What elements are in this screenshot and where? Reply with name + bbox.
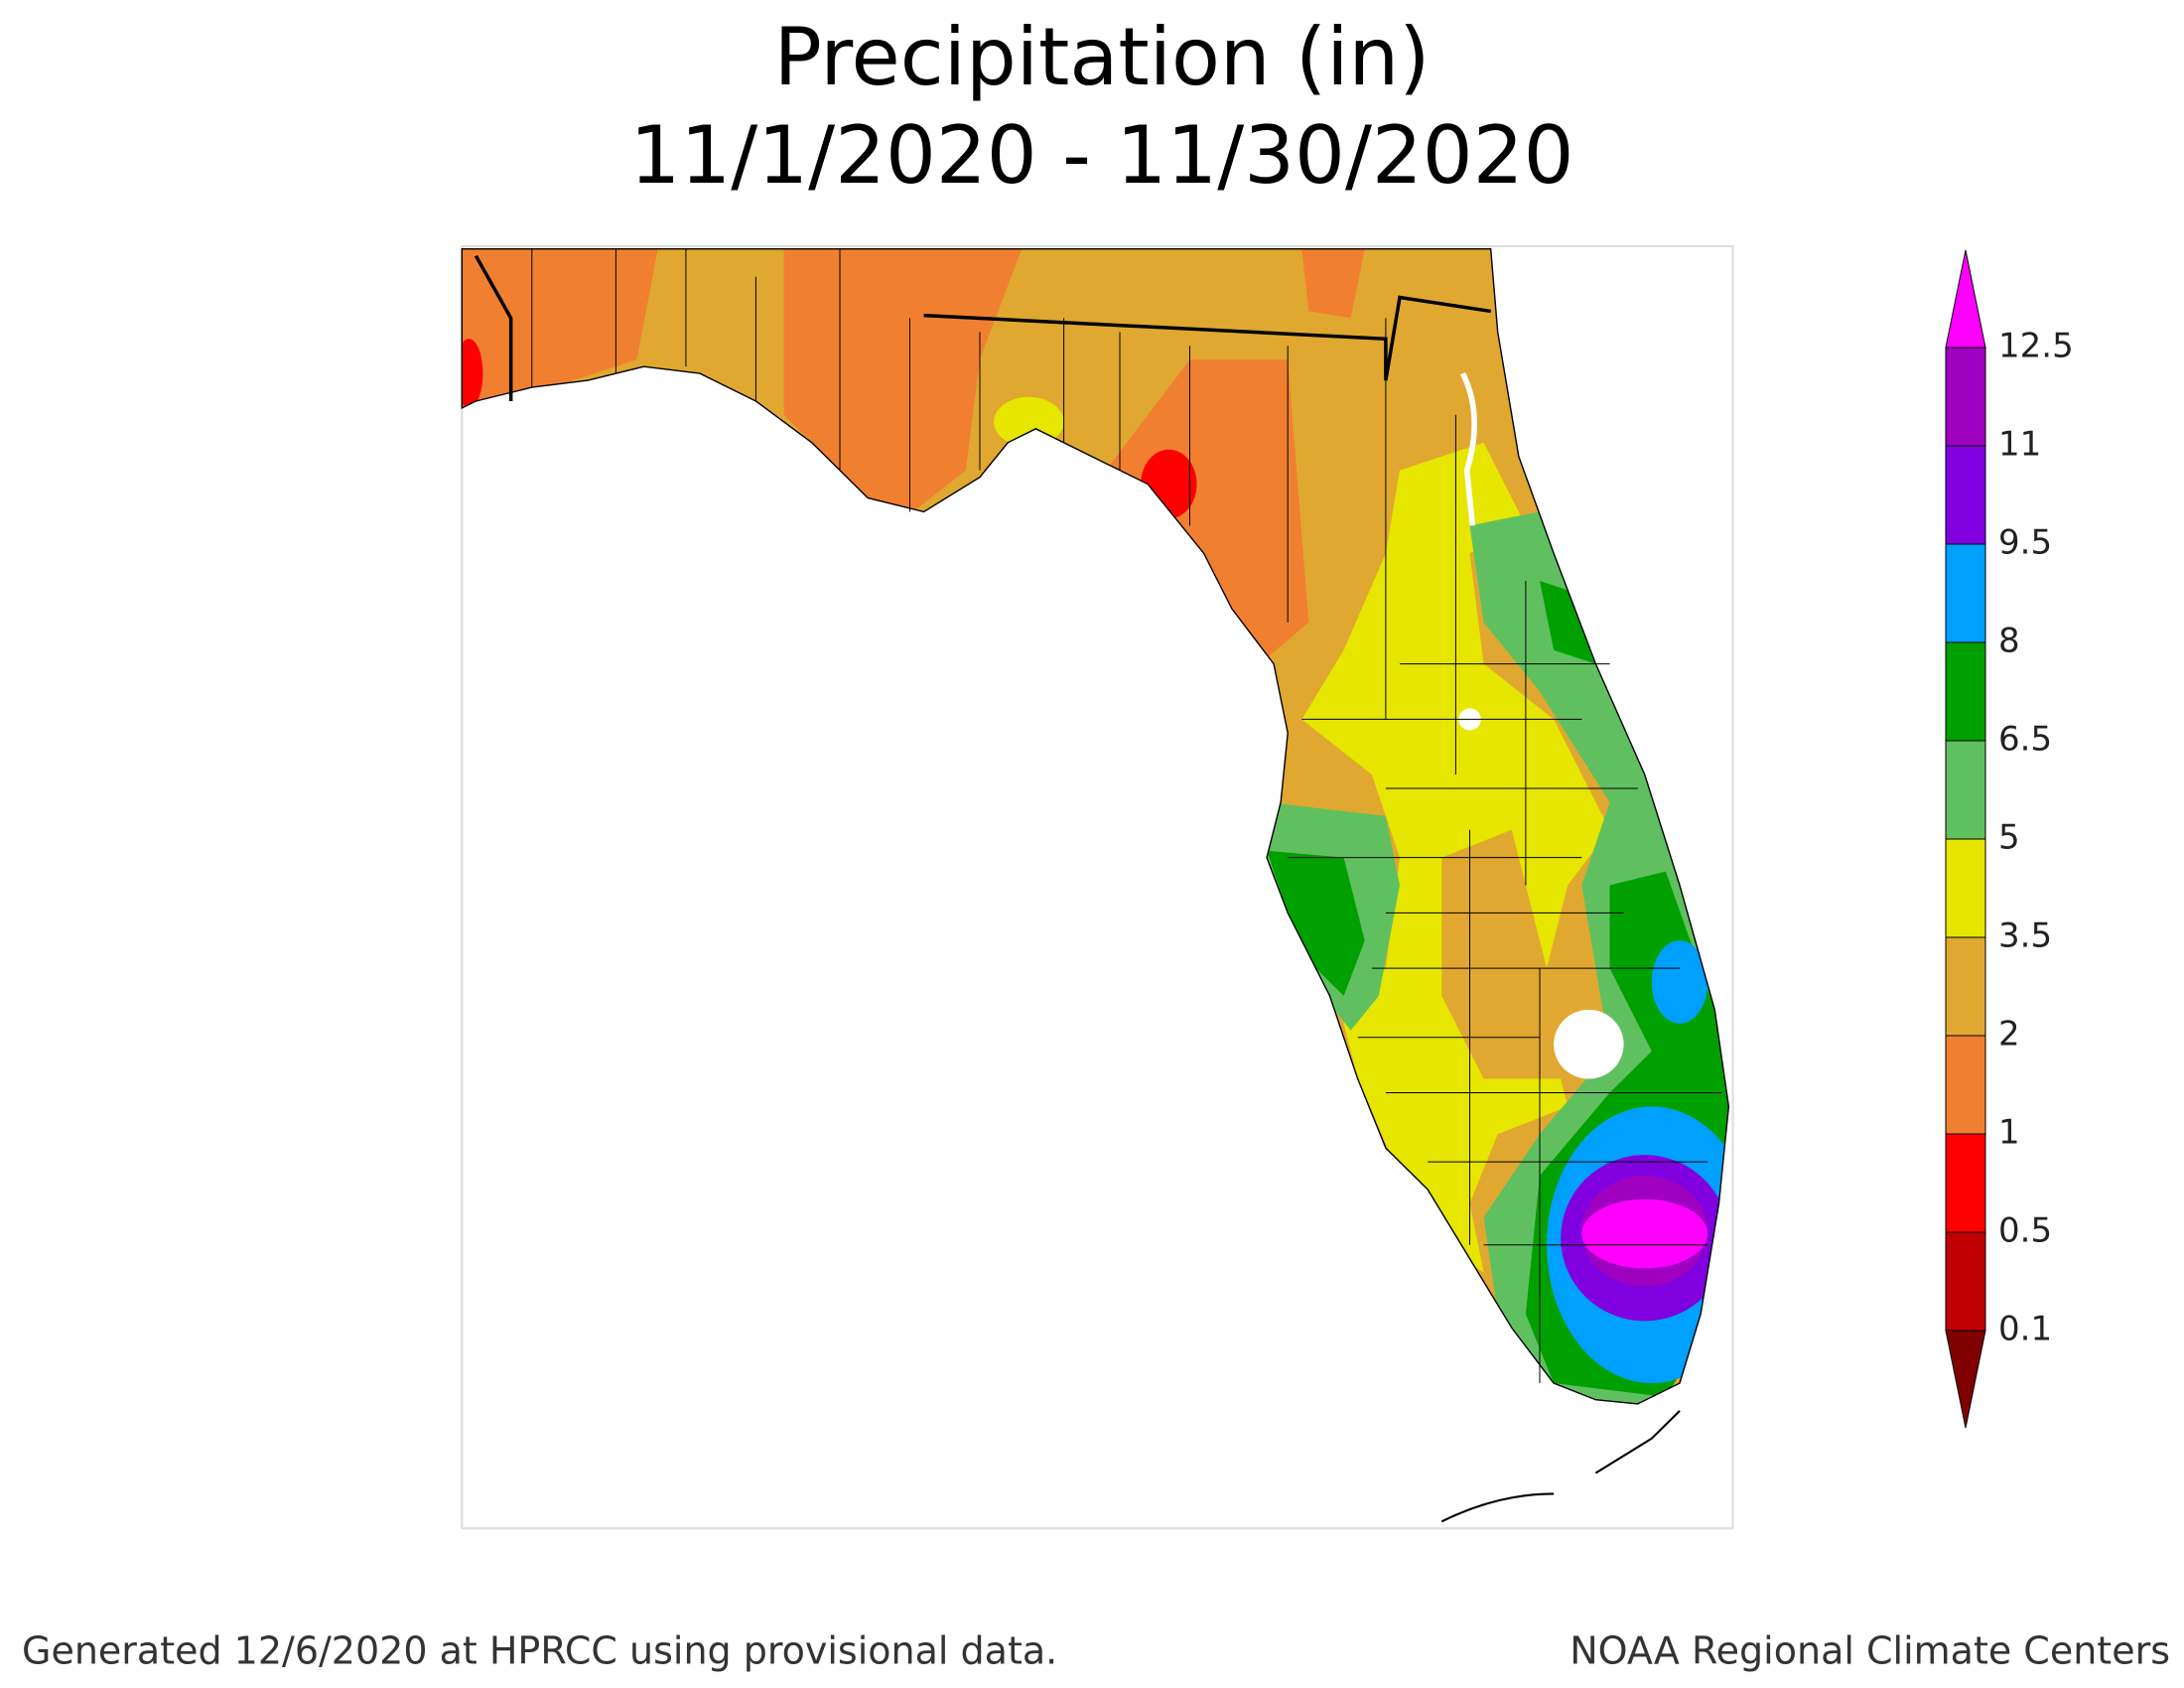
legend-tick-label: 0.1 xyxy=(1998,1310,2052,1349)
legend-color-high xyxy=(1945,249,1986,349)
legend-color xyxy=(1946,348,1985,446)
legend-tick-label: 2 xyxy=(1998,1015,2020,1055)
legend-color-low xyxy=(1945,1330,1986,1429)
legend-color xyxy=(1946,839,1985,937)
footer-left: Generated 12/6/2020 at HPRCC using provi… xyxy=(22,1629,1057,1673)
legend-tick-label: 9.5 xyxy=(1998,523,2052,563)
legend-color xyxy=(1946,642,1985,741)
legend-tick-label: 1 xyxy=(1998,1113,2020,1153)
legend-color xyxy=(1946,937,1985,1036)
legend-color xyxy=(1946,1036,1985,1134)
legend-color xyxy=(1946,446,1985,544)
legend-color xyxy=(1946,544,1985,642)
legend-color xyxy=(1946,1134,1985,1232)
map xyxy=(461,244,1734,1530)
title: Precipitation (in) xyxy=(774,11,1431,103)
legend-color xyxy=(1946,741,1985,839)
legend-tick-label: 8 xyxy=(1998,622,2020,661)
legend-tick-label: 6.5 xyxy=(1998,720,2052,760)
legend-tick-label: 12.5 xyxy=(1998,327,2074,366)
legend-tick-label: 0.5 xyxy=(1998,1211,2052,1251)
legend-tick-label: 11 xyxy=(1998,425,2041,465)
legend: 0.1 0.5 1 2 3.5 5 6.5 8 9.5 11 12.5 xyxy=(1945,249,2074,1429)
legend-tick-label: 5 xyxy=(1998,818,2020,858)
legend-tick-label: 3.5 xyxy=(1998,916,2052,956)
legend-color xyxy=(1946,1232,1985,1331)
date-range: 11/1/2020 - 11/30/2020 xyxy=(629,109,1573,202)
footer-right: NOAA Regional Climate Centers xyxy=(1570,1629,2170,1673)
